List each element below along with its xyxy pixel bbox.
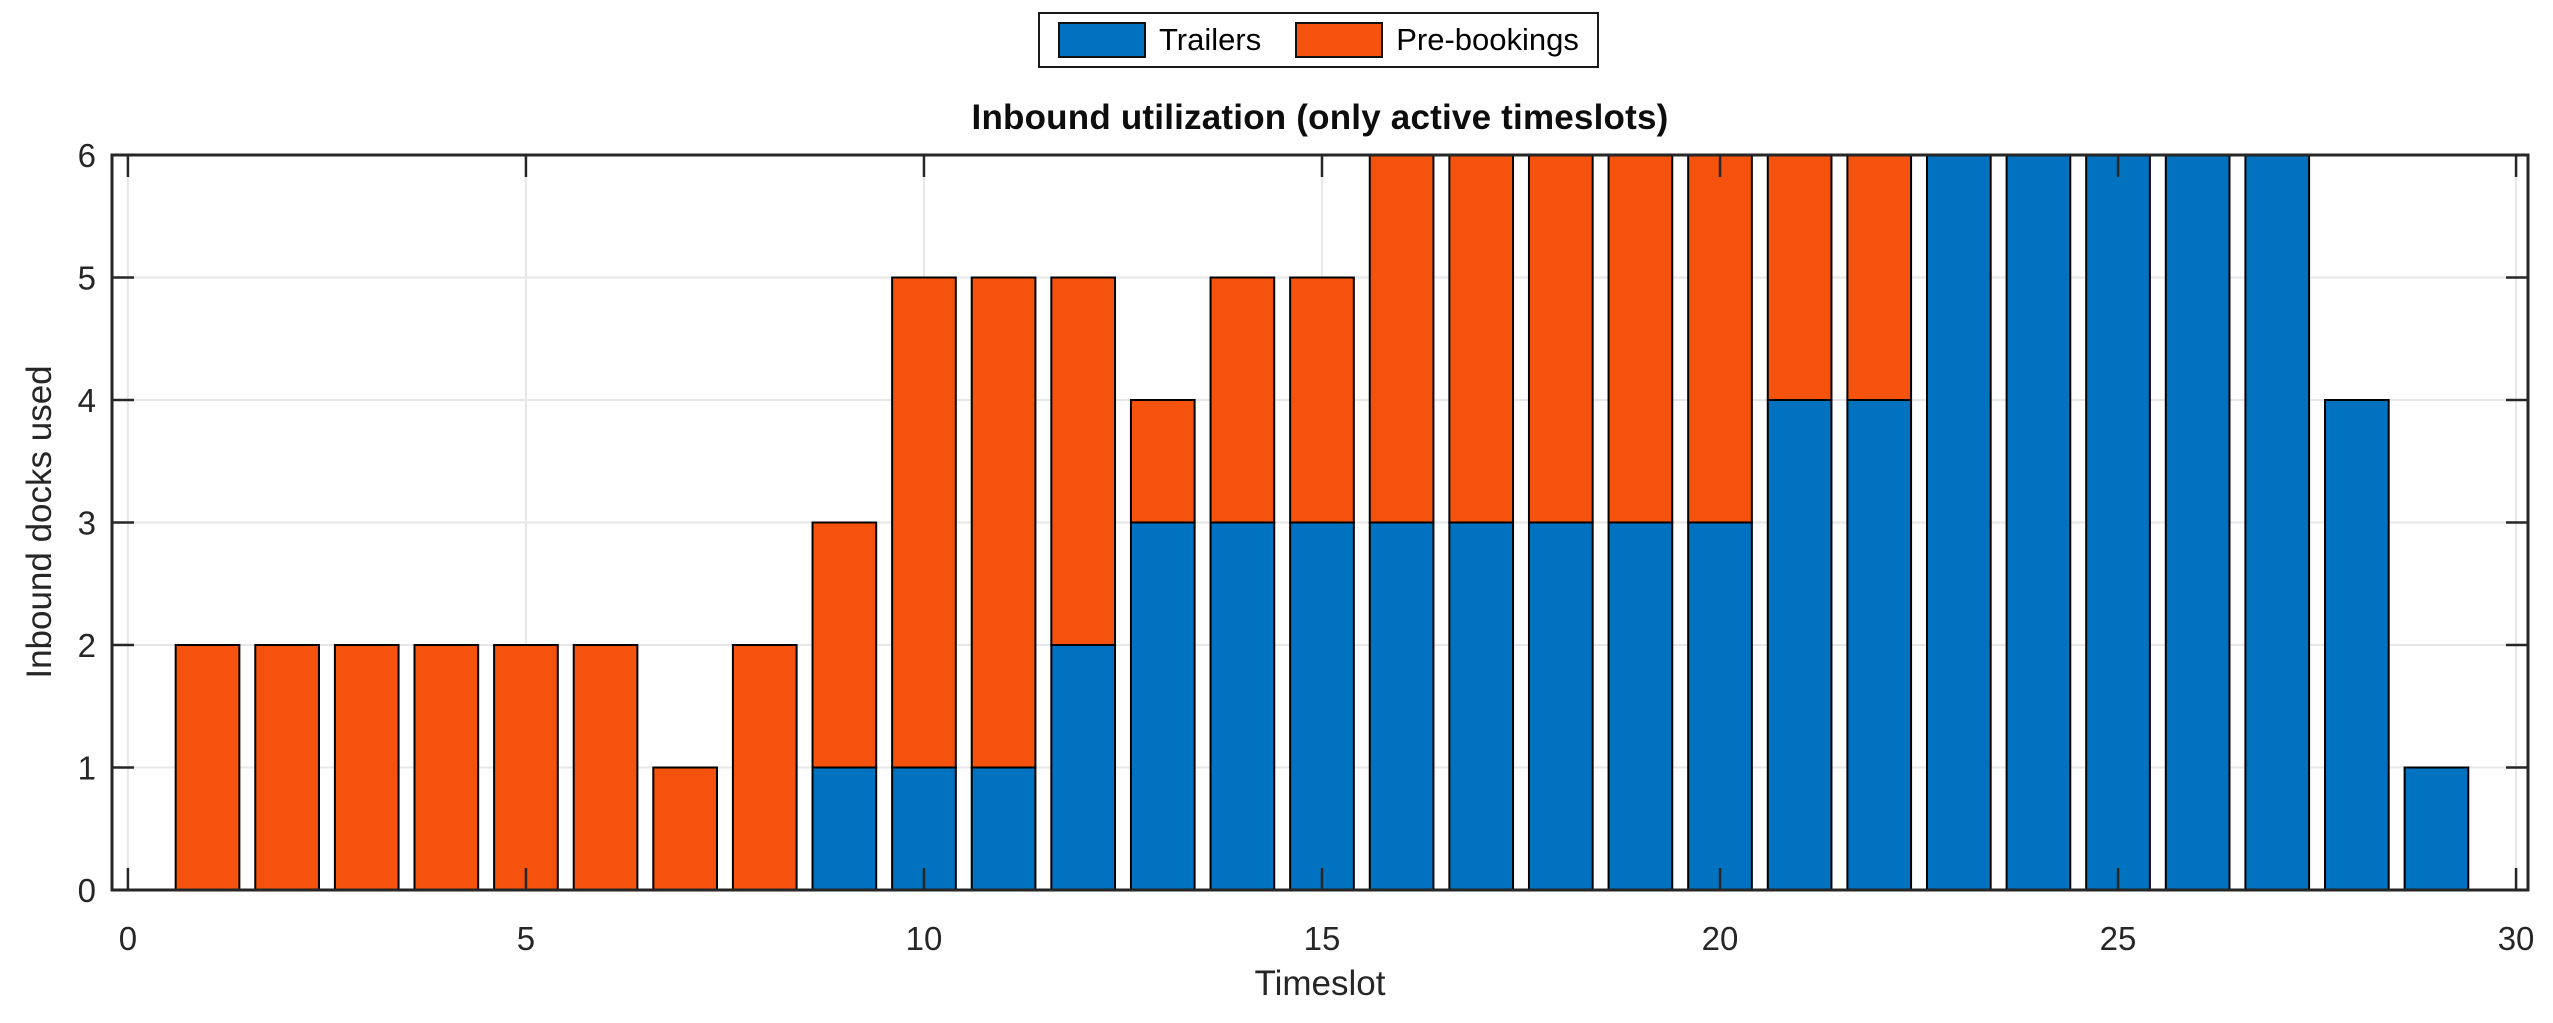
bar-segment-trailers-t15	[1289, 521, 1355, 891]
bar-segment-trailers-t14	[1209, 521, 1276, 891]
x-tick-label: 0	[119, 920, 137, 957]
bar-segment-pre-bookings-t16	[1368, 154, 1435, 524]
legend-label-trailers: Trailers	[1159, 22, 1262, 57]
bar-segment-pre-bookings-t8	[731, 644, 798, 891]
bar-segment-pre-bookings-t21	[1766, 154, 1833, 401]
bar-segment-pre-bookings-t6	[572, 644, 639, 891]
bar-segment-pre-bookings-t5	[493, 644, 559, 891]
bar-segment-trailers-t24	[2005, 154, 2072, 891]
bar-segment-pre-bookings-t9	[811, 521, 878, 769]
x-tick-label: 25	[2100, 920, 2137, 957]
bar-segment-pre-bookings-t2	[254, 644, 320, 891]
bar-segment-trailers-t9	[811, 766, 878, 891]
bar-segment-trailers-t26	[2164, 154, 2231, 891]
bar-segment-trailers-t16	[1368, 521, 1435, 891]
bar-segment-pre-bookings-t1	[174, 644, 241, 891]
bar-segment-trailers-t22	[1846, 399, 1913, 891]
y-axis-label: Inbound docks used	[20, 365, 59, 679]
bar-segment-trailers-t20	[1687, 521, 1753, 891]
bar-segment-pre-bookings-t20	[1687, 154, 1753, 524]
bar-segment-trailers-t18	[1527, 521, 1594, 891]
legend: Trailers Pre-bookings	[1038, 12, 1599, 68]
bar-segment-trailers-t11	[970, 766, 1037, 891]
x-tick-label: 30	[2498, 920, 2535, 957]
bar-segment-trailers-t12	[1050, 644, 1117, 891]
bar-segment-pre-bookings-t17	[1448, 154, 1515, 524]
bar-segment-pre-bookings-t3	[333, 644, 400, 891]
y-tick-label: 5	[78, 260, 96, 297]
bar-segment-trailers-t27	[2244, 154, 2311, 891]
x-tick-label: 10	[906, 920, 943, 957]
y-tick-label: 6	[78, 137, 96, 174]
bar-segment-pre-bookings-t14	[1209, 276, 1276, 524]
legend-label-prebookings: Pre-bookings	[1396, 22, 1579, 57]
bar-segment-pre-bookings-t7	[652, 766, 718, 891]
y-tick-label: 4	[78, 382, 96, 419]
bar-segment-pre-bookings-t4	[413, 644, 480, 891]
y-tick-label: 3	[78, 505, 96, 542]
bar-segment-trailers-t17	[1448, 521, 1515, 891]
bar-segment-pre-bookings-t11	[970, 276, 1037, 769]
bar-segment-pre-bookings-t10	[891, 276, 957, 769]
bar-segment-pre-bookings-t13	[1129, 399, 1196, 524]
bar-segment-trailers-t23	[1925, 154, 1992, 891]
prebookings-swatch-icon	[1295, 22, 1384, 58]
bar-segment-trailers-t13	[1129, 521, 1196, 891]
x-tick-label: 15	[1304, 920, 1341, 957]
bar-segment-trailers-t21	[1766, 399, 1833, 891]
chart-title: Inbound utilization (only active timeslo…	[971, 98, 1669, 137]
bar-segment-pre-bookings-t18	[1527, 154, 1594, 524]
trailers-swatch-icon	[1058, 22, 1146, 58]
y-tick-label: 1	[78, 750, 96, 787]
bar-segment-pre-bookings-t15	[1289, 276, 1355, 524]
y-tick-label: 0	[78, 872, 96, 909]
legend-item-trailers[interactable]: Trailers	[1058, 22, 1261, 58]
x-tick-label: 20	[1702, 920, 1739, 957]
legend-item-prebookings[interactable]: Pre-bookings	[1295, 22, 1579, 58]
x-axis-label: Timeslot	[1254, 964, 1386, 1003]
bar-segment-pre-bookings-t19	[1607, 154, 1674, 524]
bar-segment-trailers-t28	[2324, 399, 2390, 891]
x-tick-label: 5	[517, 920, 535, 957]
bar-segment-trailers-t19	[1607, 521, 1674, 891]
bar-segment-trailers-t25	[2085, 154, 2151, 891]
y-tick-label: 2	[78, 627, 96, 664]
bar-segment-trailers-t29	[2403, 766, 2470, 891]
bar-segment-pre-bookings-t12	[1050, 276, 1117, 646]
bar-segment-pre-bookings-t22	[1846, 154, 1913, 401]
